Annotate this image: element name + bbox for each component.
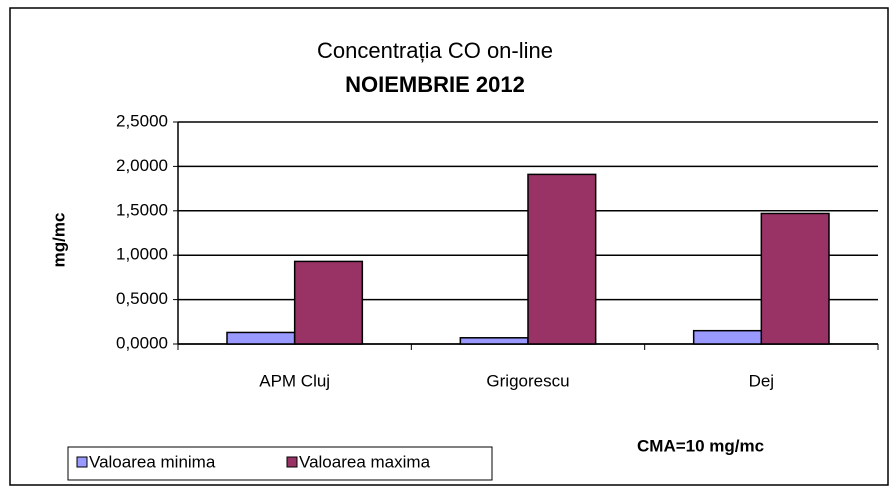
y-tick-label: 1,5000 [116,200,168,219]
legend-swatch [76,456,88,468]
chart-title: Concentrația CO on-line [317,38,553,63]
bar [527,173,597,345]
legend-label: Valoarea minima [89,452,216,471]
legend-swatch [286,456,298,468]
legend-frame [67,446,493,481]
x-tick-label: Dej [749,371,775,390]
legend-label: Valoarea maxima [299,452,431,471]
bar [459,337,529,345]
annotation: CMA=10 mg/mc [637,436,764,455]
y-axis-label: mg/mc [49,213,68,268]
y-tick-label: 1,0000 [116,245,168,264]
y-tick-label: 2,0000 [116,156,168,175]
x-tick-label: Grigorescu [486,371,569,390]
bar [760,212,830,345]
chart-frame [9,7,889,486]
y-tick-label: 0,0000 [116,333,168,352]
bar [293,260,364,345]
chart-subtitle: NOIEMBRIE 2012 [345,72,525,97]
bar [226,331,296,345]
y-tick-label: 0,5000 [116,289,168,308]
x-tick-label: APM Cluj [259,371,330,390]
y-tick-label: 2,5000 [116,111,168,130]
bar [692,329,763,345]
